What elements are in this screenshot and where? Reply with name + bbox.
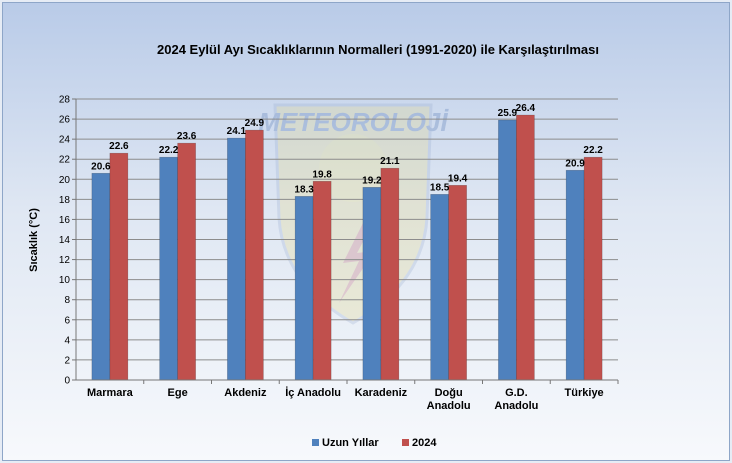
y-tick-label: 18 xyxy=(59,195,71,206)
data-label: 20.9 xyxy=(565,158,585,169)
x-tick-label: Akdeniz xyxy=(224,387,267,399)
y-tick-label: 0 xyxy=(64,376,70,387)
bar xyxy=(498,119,517,381)
bar xyxy=(312,180,332,381)
y-tick-label: 20 xyxy=(59,175,71,186)
data-label: 25.9 xyxy=(498,108,518,119)
legend-swatch xyxy=(402,439,409,446)
legend: Uzun Yıllar 2024 xyxy=(312,437,437,449)
data-label: 23.6 xyxy=(177,131,197,142)
y-tick-label: 16 xyxy=(59,215,71,226)
data-label: 26.4 xyxy=(516,103,536,114)
bar xyxy=(109,152,129,381)
data-label: 18.3 xyxy=(294,184,314,195)
data-labels: 20.6 22.6 22.2 23.6 24.124.9 18.3 19.8 19.2 21.1… xyxy=(91,103,603,195)
bar xyxy=(362,187,382,381)
x-tick-label: Doğu Anadolu xyxy=(427,387,471,412)
data-label: 24.1 xyxy=(227,126,247,137)
y-tick-label: 28 xyxy=(59,95,71,106)
bar xyxy=(294,196,314,381)
bar xyxy=(91,172,111,381)
chart-title: 2024 Eylül Ayı Sıcaklıklarının Normaller… xyxy=(157,42,599,57)
data-label: 18.5 xyxy=(430,182,450,193)
y-tick-label: 14 xyxy=(59,235,71,246)
data-label: 22.6 xyxy=(109,141,129,152)
bar-chart: METEOROLOJİ 2024 Eylül Ayı Sıcaklıkların… xyxy=(28,42,619,449)
data-label: 21.1 xyxy=(380,156,400,167)
legend-label: 2024 xyxy=(412,437,437,449)
bar xyxy=(516,114,535,381)
y-axis-label: Sıcaklık (°C) xyxy=(28,208,40,272)
data-label: 19.4 xyxy=(448,173,468,184)
data-label: 19.8 xyxy=(312,169,332,180)
bar xyxy=(177,142,196,381)
data-label: 20.6 xyxy=(91,161,111,172)
data-label: 22.2 xyxy=(159,145,179,156)
legend-label: Uzun Yıllar xyxy=(322,437,379,449)
data-label: 24.9 xyxy=(245,118,265,129)
y-tick-label: 24 xyxy=(59,135,71,146)
bar xyxy=(565,169,585,381)
x-axis-categories: Marmara Ege Akdeniz İç Anadolu Karadeniz Doğu… xyxy=(87,380,619,412)
bar xyxy=(245,129,264,381)
y-tick-label: 26 xyxy=(59,115,71,126)
x-tick-label: Marmara xyxy=(87,387,134,399)
watermark-text: METEOROLOJİ xyxy=(258,107,449,137)
bar xyxy=(159,156,178,381)
y-tick-label: 6 xyxy=(64,315,70,326)
y-tick-label: 12 xyxy=(59,255,71,266)
x-tick-label: G.D. Anadolu xyxy=(494,387,538,412)
x-tick-label: Ege xyxy=(168,387,188,399)
y-tick-label: 22 xyxy=(59,155,71,166)
data-label: 19.2 xyxy=(362,175,382,186)
x-tick-label: İç Anadolu xyxy=(285,386,341,399)
bar xyxy=(227,137,246,381)
bar xyxy=(380,167,400,381)
bar xyxy=(430,194,449,381)
data-label: 22.2 xyxy=(583,145,603,156)
y-tick-label: 8 xyxy=(64,295,70,306)
bar xyxy=(583,156,603,381)
y-tick-label: 2 xyxy=(64,355,70,366)
meteoroloji-logo-watermark: METEOROLOJİ xyxy=(258,103,449,325)
x-tick-label: Türkiye xyxy=(565,387,604,399)
y-tick-label: 10 xyxy=(59,275,71,286)
bars xyxy=(91,114,603,381)
legend-swatch xyxy=(312,439,319,446)
y-tick-label: 4 xyxy=(64,335,70,346)
bar xyxy=(448,185,467,381)
x-tick-label: Karadeniz xyxy=(355,387,408,399)
